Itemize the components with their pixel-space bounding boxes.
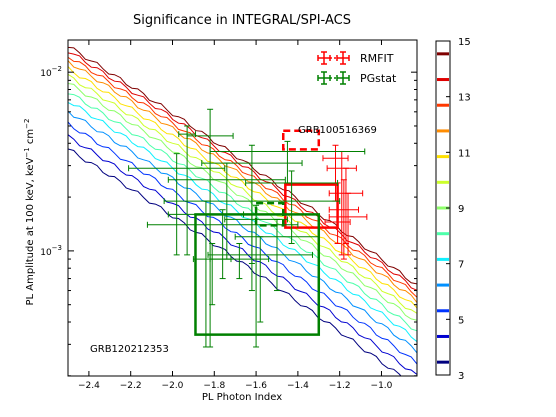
legend: RMFIT PGstat <box>317 51 397 85</box>
contour-level-8 <box>68 93 417 332</box>
legend-entry-rmfit: RMFIT <box>317 51 394 65</box>
x-tick-label: −2.2 <box>120 381 142 391</box>
x-axis-label: PL Photon Index <box>202 392 282 403</box>
pgstat-point-2 <box>178 125 196 256</box>
contour-level-6 <box>68 110 417 354</box>
legend-label-pgstat: PGstat <box>360 72 397 85</box>
contour-level-15 <box>68 46 417 285</box>
y-axis-label: PL Amplitude at 100 keV, keV−1 cm−2 <box>23 119 36 306</box>
contour-level-7 <box>68 101 417 343</box>
annotation-grb120212353: GRB120212353 <box>90 344 169 355</box>
pgstat-point-9 <box>167 200 245 348</box>
chart-title: Significance in INTEGRAL/SPI-ACS <box>133 13 351 28</box>
y-tick-label: 10−2 <box>40 65 62 79</box>
x-tick-label: −1.8 <box>203 381 225 391</box>
legend-label-rmfit: RMFIT <box>360 52 394 65</box>
data-points <box>128 108 368 348</box>
colorbar-ticks: 3 5 7 9 11 13 15 <box>446 37 471 382</box>
y-axis-ticks: 10−3 10−2 <box>40 65 417 377</box>
contour-level-5 <box>68 121 417 365</box>
pgstat-point-10 <box>146 209 299 280</box>
contour-level-10 <box>68 73 417 314</box>
colorbar-segments <box>437 52 449 364</box>
contour-level-13 <box>68 56 417 298</box>
x-axis-ticks: −2.4 −2.2 −2.0 −1.8 −1.6 −1.4 −1.2 −1.0 <box>78 40 393 391</box>
rmfit-box-1 <box>282 129 321 151</box>
x-tick-label: −1.6 <box>245 381 267 391</box>
colorbar: 3 5 7 9 11 13 15 <box>435 37 471 382</box>
plot-frame <box>67 39 418 377</box>
pgstat-point-13 <box>192 242 232 306</box>
x-tick-label: −1.4 <box>287 381 309 391</box>
x-tick-label: −1.2 <box>329 381 351 391</box>
colorbar-tick-label: 3 <box>458 371 464 382</box>
colorbar-tick-label: 13 <box>458 93 471 104</box>
rmfit-point-6 <box>324 182 351 244</box>
colorbar-tick-label: 11 <box>458 148 471 159</box>
pgstat-point-15 <box>207 236 314 323</box>
rmfit-point-4 <box>328 179 359 260</box>
colorbar-tick-label: 15 <box>458 37 471 48</box>
contour-lines <box>68 46 417 376</box>
contour-level-11 <box>68 66 417 309</box>
x-tick-label: −2.4 <box>78 381 100 391</box>
x-tick-label: −2.0 <box>162 381 184 391</box>
colorbar-tick-label: 7 <box>458 260 464 271</box>
contour-level-3 <box>68 148 402 376</box>
pgstat-point-3 <box>128 153 226 256</box>
rmfit-point-5 <box>328 192 368 256</box>
annotation-grb100516369: GRB100516369 <box>298 125 377 136</box>
colorbar-tick-label: 5 <box>458 315 464 326</box>
colorbar-tick-label: 9 <box>458 204 464 215</box>
contour-level-9 <box>68 83 417 321</box>
legend-entry-pgstat: PGstat <box>317 71 397 85</box>
pgstat-point-14 <box>209 242 270 280</box>
x-tick-label: −1.0 <box>371 381 393 391</box>
contour-level-14 <box>68 52 417 291</box>
pgstat-box-2 <box>194 213 321 336</box>
rmfit-point-2 <box>326 150 357 256</box>
pgstat-point-7 <box>245 170 339 244</box>
contour-level-12 <box>68 60 417 303</box>
y-tick-label: 10−3 <box>40 244 62 258</box>
contour-level-4 <box>68 134 417 375</box>
